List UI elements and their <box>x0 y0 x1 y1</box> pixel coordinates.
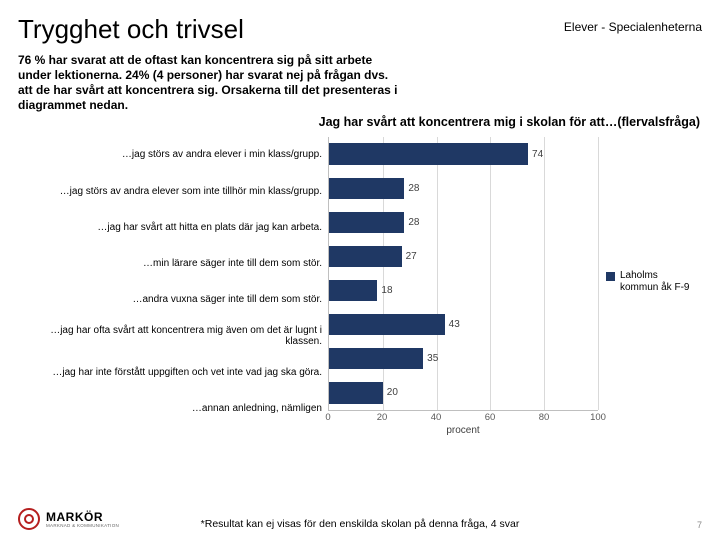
x-tick: 0 <box>325 412 330 423</box>
bar <box>329 314 445 335</box>
x-tick: 20 <box>377 412 388 423</box>
footnote: *Resultat kan ej visas för den enskilda … <box>201 518 520 530</box>
bar-label: …jag har inte förstått uppgiften och vet… <box>52 367 322 379</box>
bar-value: 18 <box>381 285 392 296</box>
x-tick: 60 <box>485 412 496 423</box>
bar <box>329 280 377 301</box>
chart-title: Jag har svårt att koncentrera mig i skol… <box>18 115 702 129</box>
chart: …jag störs av andra elever i min klass/g… <box>18 137 702 427</box>
page-title: Trygghet och trivsel <box>18 14 244 45</box>
page-number: 7 <box>697 520 702 530</box>
x-tick: 80 <box>539 412 550 423</box>
logo-tagline: MARKNAD & KOMMUNIKATION <box>46 523 119 528</box>
bar-label: …jag har svårt att hitta en plats där ja… <box>97 222 322 234</box>
bar <box>329 382 383 403</box>
bar-value: 28 <box>408 217 419 228</box>
bar-value: 27 <box>406 251 417 262</box>
logo: MARKÖR MARKNAD & KOMMUNIKATION <box>18 508 119 530</box>
bar <box>329 348 423 369</box>
bar <box>329 246 402 267</box>
bar-label: …andra vuxna säger inte till dem som stö… <box>132 294 322 306</box>
bar-label: …min lärare säger inte till dem som stör… <box>143 258 322 270</box>
bar <box>329 143 528 164</box>
bar-value: 74 <box>532 149 543 160</box>
bar-value: 28 <box>408 183 419 194</box>
x-tick: 40 <box>431 412 442 423</box>
x-tick: 100 <box>590 412 606 423</box>
intro-paragraph: 76 % har svarat att de oftast kan koncen… <box>18 53 398 113</box>
bar-value: 20 <box>387 387 398 398</box>
bar <box>329 178 404 199</box>
bar-label: …jag störs av andra elever som inte till… <box>60 186 322 198</box>
bar-value: 43 <box>449 319 460 330</box>
header-context: Elever - Specialenheterna <box>564 20 702 34</box>
legend-label: Laholms kommun åk F-9 <box>620 270 698 294</box>
bar-label: …jag störs av andra elever i min klass/g… <box>122 149 322 161</box>
logo-name: MARKÖR <box>46 510 119 524</box>
bar-value: 35 <box>427 353 438 364</box>
logo-icon <box>18 508 40 530</box>
legend: Laholms kommun åk F-9 <box>606 270 698 294</box>
x-axis-label: procent <box>328 425 598 436</box>
bar <box>329 212 404 233</box>
legend-swatch <box>606 272 615 281</box>
bar-label: …annan anledning, nämligen <box>192 403 322 415</box>
bar-label: …jag har ofta svårt att koncentrera mig … <box>18 325 322 348</box>
